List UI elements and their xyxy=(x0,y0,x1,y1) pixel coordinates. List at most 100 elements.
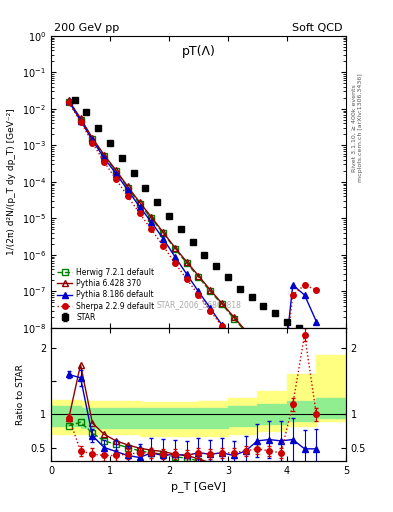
Sherpa 2.2.9 default xyxy=(161,243,165,249)
Sherpa 2.2.9 default xyxy=(255,368,260,374)
Line: Sherpa 2.2.9 default: Sherpa 2.2.9 default xyxy=(66,100,319,401)
Pythia 6.428 370 xyxy=(196,273,201,279)
Pythia 6.428 370 xyxy=(125,183,130,189)
Herwig 7.2.1 default xyxy=(149,216,154,222)
Sherpa 2.2.9 default xyxy=(90,139,95,145)
Sherpa 2.2.9 default xyxy=(314,287,319,293)
Pythia 6.428 370 xyxy=(114,167,118,173)
Sherpa 2.2.9 default xyxy=(290,292,295,298)
Pythia 6.428 370 xyxy=(173,244,177,250)
Pythia 6.428 370 xyxy=(243,328,248,334)
Herwig 7.2.1 default xyxy=(231,315,236,322)
Sherpa 2.2.9 default xyxy=(184,276,189,282)
Text: mcplots.cern.ch [arXiv:1306.3436]: mcplots.cern.ch [arXiv:1306.3436] xyxy=(358,74,363,182)
Line: Pythia 8.186 default: Pythia 8.186 default xyxy=(66,99,319,397)
Pythia 8.186 default xyxy=(90,137,95,143)
Sherpa 2.2.9 default xyxy=(78,118,83,124)
Pythia 6.428 370 xyxy=(90,135,95,141)
Herwig 7.2.1 default xyxy=(208,288,213,294)
Herwig 7.2.1 default xyxy=(196,274,201,280)
Text: STAR_2006_S6860818: STAR_2006_S6860818 xyxy=(156,300,241,309)
Herwig 7.2.1 default xyxy=(173,245,177,251)
Sherpa 2.2.9 default xyxy=(137,210,142,216)
Pythia 6.428 370 xyxy=(279,366,283,372)
Pythia 8.186 default xyxy=(161,236,165,242)
Herwig 7.2.1 default xyxy=(255,342,260,348)
Herwig 7.2.1 default xyxy=(78,117,83,123)
Pythia 6.428 370 xyxy=(161,229,165,236)
Herwig 7.2.1 default xyxy=(114,168,118,174)
Herwig 7.2.1 default xyxy=(290,378,295,384)
Herwig 7.2.1 default xyxy=(220,301,224,307)
Pythia 6.428 370 xyxy=(220,301,224,307)
Sherpa 2.2.9 default xyxy=(102,159,107,165)
Sherpa 2.2.9 default xyxy=(279,395,283,401)
Pythia 6.428 370 xyxy=(184,259,189,265)
Sherpa 2.2.9 default xyxy=(302,282,307,288)
Herwig 7.2.1 default xyxy=(125,184,130,190)
Herwig 7.2.1 default xyxy=(137,201,142,207)
Pythia 6.428 370 xyxy=(137,199,142,205)
Pythia 6.428 370 xyxy=(314,398,319,404)
Sherpa 2.2.9 default xyxy=(196,292,201,298)
Pythia 8.186 default xyxy=(66,98,71,104)
Pythia 8.186 default xyxy=(78,117,83,123)
Pythia 8.186 default xyxy=(220,322,224,328)
Pythia 6.428 370 xyxy=(231,314,236,320)
Pythia 8.186 default xyxy=(114,170,118,177)
Text: Rivet 3.1.10, ≥ 400k events: Rivet 3.1.10, ≥ 400k events xyxy=(352,84,357,172)
Pythia 6.428 370 xyxy=(102,152,107,158)
Sherpa 2.2.9 default xyxy=(149,226,154,232)
Pythia 8.186 default xyxy=(255,366,260,372)
Herwig 7.2.1 default xyxy=(90,136,95,142)
Pythia 8.186 default xyxy=(208,305,213,311)
Pythia 8.186 default xyxy=(314,318,319,325)
Pythia 6.428 370 xyxy=(78,115,83,121)
Pythia 8.186 default xyxy=(125,187,130,193)
Herwig 7.2.1 default xyxy=(314,398,319,404)
Sherpa 2.2.9 default xyxy=(267,382,272,389)
Sherpa 2.2.9 default xyxy=(231,338,236,345)
Sherpa 2.2.9 default xyxy=(208,308,213,314)
Sherpa 2.2.9 default xyxy=(243,354,248,360)
Herwig 7.2.1 default xyxy=(102,153,107,159)
Pythia 8.186 default xyxy=(102,155,107,161)
Text: Soft QCD: Soft QCD xyxy=(292,23,343,33)
Pythia 8.186 default xyxy=(290,282,295,288)
Pythia 8.186 default xyxy=(173,253,177,260)
Herwig 7.2.1 default xyxy=(161,230,165,236)
Pythia 8.186 default xyxy=(267,379,272,386)
Herwig 7.2.1 default xyxy=(243,329,248,335)
Pythia 8.186 default xyxy=(279,392,283,398)
Text: 200 GeV pp: 200 GeV pp xyxy=(54,23,119,33)
Pythia 8.186 default xyxy=(149,219,154,225)
X-axis label: p_T [GeV]: p_T [GeV] xyxy=(171,481,226,492)
Pythia 6.428 370 xyxy=(149,214,154,220)
Pythia 6.428 370 xyxy=(302,388,307,394)
Pythia 6.428 370 xyxy=(290,377,295,383)
Pythia 8.186 default xyxy=(137,204,142,210)
Pythia 6.428 370 xyxy=(255,340,260,347)
Line: Herwig 7.2.1 default: Herwig 7.2.1 default xyxy=(66,100,319,404)
Pythia 8.186 default xyxy=(196,288,201,294)
Sherpa 2.2.9 default xyxy=(173,260,177,266)
Pythia 6.428 370 xyxy=(66,97,71,103)
Y-axis label: Ratio to STAR: Ratio to STAR xyxy=(16,364,25,425)
Pythia 8.186 default xyxy=(231,337,236,344)
Pythia 8.186 default xyxy=(184,271,189,277)
Line: Pythia 6.428 370: Pythia 6.428 370 xyxy=(66,98,319,404)
Herwig 7.2.1 default xyxy=(302,389,307,395)
Pythia 8.186 default xyxy=(243,352,248,358)
Pythia 8.186 default xyxy=(302,292,307,298)
Herwig 7.2.1 default xyxy=(66,99,71,105)
Herwig 7.2.1 default xyxy=(279,367,283,373)
Y-axis label: 1/(2π) d²N/(p_T dy dp_T) [GeV⁻²]: 1/(2π) d²N/(p_T dy dp_T) [GeV⁻²] xyxy=(7,109,17,255)
Pythia 6.428 370 xyxy=(267,354,272,360)
Legend: Herwig 7.2.1 default, Pythia 6.428 370, Pythia 8.186 default, Sherpa 2.2.9 defau: Herwig 7.2.1 default, Pythia 6.428 370, … xyxy=(55,265,157,324)
Sherpa 2.2.9 default xyxy=(66,99,71,105)
Sherpa 2.2.9 default xyxy=(114,176,118,182)
Pythia 6.428 370 xyxy=(208,287,213,293)
Herwig 7.2.1 default xyxy=(267,355,272,361)
Text: pT(Λ): pT(Λ) xyxy=(182,45,215,58)
Sherpa 2.2.9 default xyxy=(125,194,130,200)
